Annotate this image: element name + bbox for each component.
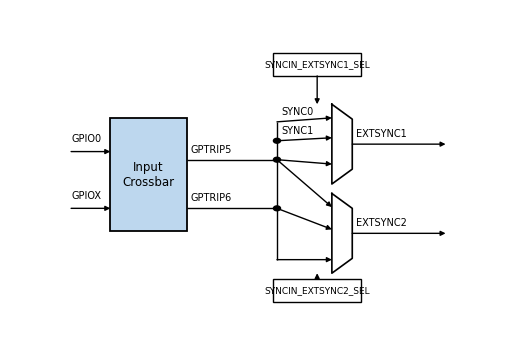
Text: SYNC1: SYNC1	[280, 126, 313, 136]
Text: EXTSYNC2: EXTSYNC2	[356, 218, 406, 229]
FancyBboxPatch shape	[110, 118, 186, 231]
Text: GPTRIP5: GPTRIP5	[190, 145, 232, 155]
Text: GPIO0: GPIO0	[71, 134, 101, 144]
FancyBboxPatch shape	[273, 53, 361, 76]
Text: SYNC0: SYNC0	[280, 107, 313, 117]
Text: Input
Crossbar: Input Crossbar	[122, 160, 174, 188]
Text: SYNCIN_EXTSYNC2_SEL: SYNCIN_EXTSYNC2_SEL	[264, 286, 369, 295]
Circle shape	[273, 157, 280, 162]
Circle shape	[273, 138, 280, 143]
Text: GPIOX: GPIOX	[71, 191, 101, 201]
FancyBboxPatch shape	[273, 279, 361, 302]
Text: GPTRIP6: GPTRIP6	[190, 193, 231, 204]
Circle shape	[273, 206, 280, 211]
Text: EXTSYNC1: EXTSYNC1	[356, 129, 406, 139]
Text: SYNCIN_EXTSYNC1_SEL: SYNCIN_EXTSYNC1_SEL	[264, 60, 369, 69]
